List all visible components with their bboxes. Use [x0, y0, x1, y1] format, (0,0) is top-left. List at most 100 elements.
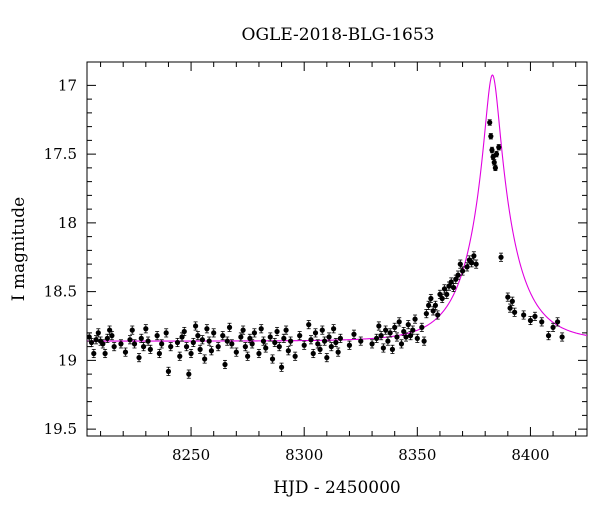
data-point [423, 309, 429, 319]
point-marker [383, 327, 389, 333]
point-marker [192, 323, 199, 329]
data-point [455, 270, 461, 280]
point-marker [177, 353, 183, 359]
point-marker [258, 326, 264, 332]
data-point [317, 344, 323, 354]
data-point [107, 325, 113, 335]
data-point [91, 348, 97, 359]
data-point [181, 326, 187, 337]
chart-title: OGLE-2018-BLG-1653 [242, 25, 435, 45]
point-marker [256, 350, 262, 357]
data-point [111, 342, 117, 352]
data-point [509, 296, 515, 306]
y-tick-label: 18.5 [44, 283, 77, 301]
data-point [245, 351, 251, 361]
point-marker [473, 261, 479, 267]
point-marker [407, 333, 414, 339]
data-point [242, 342, 248, 352]
point-marker [439, 295, 445, 302]
data-point [346, 340, 353, 350]
point-marker [95, 330, 101, 336]
point-marker [315, 341, 321, 347]
point-marker [396, 319, 402, 325]
data-point [179, 332, 185, 342]
data-point [93, 335, 99, 345]
point-marker [373, 335, 380, 341]
data-point [394, 332, 400, 342]
point-marker [306, 322, 312, 328]
point-marker [87, 334, 92, 340]
point-marker [426, 302, 432, 308]
point-marker [247, 335, 253, 341]
data-point [376, 321, 382, 331]
point-marker [260, 338, 267, 344]
point-marker [190, 339, 196, 346]
data-point [285, 346, 291, 356]
data-point [95, 328, 101, 338]
data-point [226, 322, 233, 332]
data-point [439, 293, 445, 304]
point-marker [93, 337, 99, 343]
data-point [102, 348, 108, 359]
point-marker [446, 283, 452, 289]
data-point [333, 337, 339, 348]
point-marker [389, 346, 396, 352]
point-marker [464, 264, 470, 270]
data-point [220, 331, 226, 341]
point-marker [278, 364, 285, 370]
data-point [487, 119, 493, 126]
data-point [389, 344, 396, 354]
data-point [195, 331, 201, 341]
data-point [156, 348, 162, 359]
axis-ticks: 8250 8300 8350 8400 17 17.5 18 18.5 19 19.5 [44, 62, 587, 464]
point-marker [444, 291, 450, 297]
plot-frame [86, 61, 588, 437]
point-marker [435, 312, 441, 318]
point-marker [288, 338, 294, 344]
data-point [489, 146, 495, 154]
point-marker [457, 261, 463, 267]
data-point [199, 335, 205, 345]
data-point [554, 317, 561, 327]
data-point [457, 259, 463, 269]
data-point [147, 344, 153, 354]
data-point [278, 362, 285, 372]
data-point [444, 289, 450, 299]
data-point [177, 351, 183, 361]
point-marker [401, 328, 407, 335]
data-point [324, 353, 330, 363]
data-point [129, 325, 135, 335]
data-point [410, 325, 416, 335]
data-point [539, 317, 545, 327]
point-marker [385, 338, 391, 344]
point-marker [211, 330, 217, 336]
point-marker [532, 313, 538, 319]
point-marker [492, 165, 498, 171]
data-point [492, 164, 498, 172]
data-point [281, 333, 287, 343]
point-marker [369, 341, 375, 347]
data-point [321, 336, 328, 346]
data-point [373, 333, 380, 343]
point-marker [419, 324, 425, 330]
point-marker [398, 341, 405, 347]
data-point [190, 337, 196, 348]
data-point [272, 337, 278, 348]
data-point [269, 354, 276, 364]
point-marker [376, 323, 382, 329]
point-marker [245, 353, 251, 359]
data-point [310, 348, 316, 359]
data-point [192, 321, 199, 331]
data-point [412, 314, 418, 324]
data-point [491, 159, 497, 166]
data-point [122, 347, 129, 357]
y-tick-label: 18 [58, 214, 77, 232]
point-marker [263, 345, 269, 351]
data-point [505, 292, 511, 302]
data-point [118, 339, 124, 349]
point-marker [202, 356, 208, 362]
point-marker [249, 341, 255, 347]
point-marker [414, 335, 420, 341]
data-point [211, 328, 217, 338]
data-point [387, 328, 393, 338]
